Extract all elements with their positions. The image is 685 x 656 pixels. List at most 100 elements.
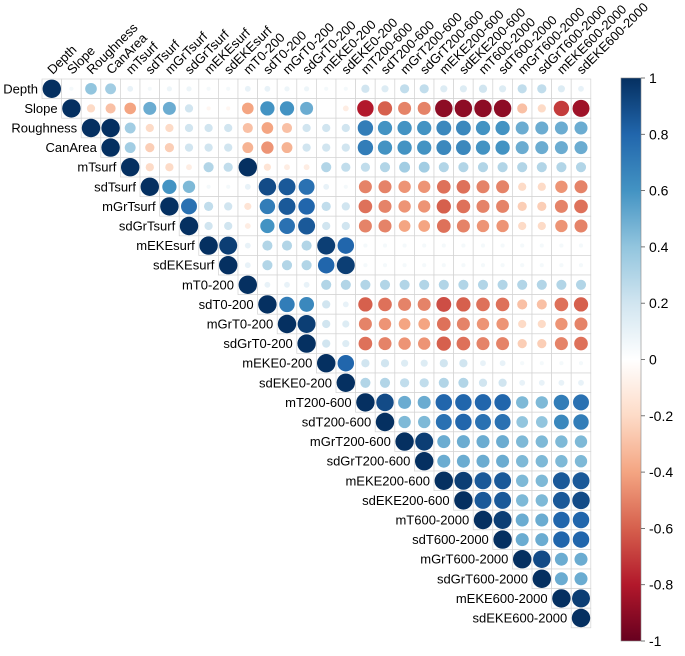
corr-circle-Depth-sdEKE0-200 — [343, 86, 348, 91]
corr-circle-Depth-sdEKE200-600 — [459, 85, 467, 93]
corr-circle-mT0-200-sdT600-2000 — [497, 279, 508, 290]
corr-circle-mGrTsurf-mGrTsurf — [160, 197, 179, 216]
corr-circle-mT0-200-mEKE600-2000 — [556, 279, 567, 290]
corr-circle-Depth-mGrT600-2000 — [517, 84, 527, 94]
corr-circle-sdTsurf-sdT0-200 — [258, 178, 277, 196]
corr-circle-mTsurf-sdGrT600-2000 — [536, 162, 547, 173]
corr-circle-Roughness-sdTsurf — [145, 123, 154, 133]
row-label-mGrTsurf: mGrTsurf — [102, 199, 156, 214]
corr-circle-sdEKEsurf-mEKE200-600 — [441, 263, 446, 268]
row-label-sdT200-600: sdT200-600 — [302, 415, 371, 430]
row-label-mTsurf: mTsurf — [77, 160, 116, 175]
corr-circle-sdTsurf-sdT200-600 — [378, 180, 392, 194]
row-label-sdTsurf: sdTsurf — [94, 179, 136, 194]
corr-circle-mTsurf-mT600-2000 — [477, 162, 489, 173]
corr-circle-mGrT200-600-sdGrT200-600 — [415, 432, 434, 451]
corr-circle-mEKEsurf-mT200-600 — [363, 243, 368, 248]
corr-circle-sdGrTsurf-mGrT200-600 — [398, 220, 411, 232]
corr-circle-sdTsurf-mGrT600-2000 — [518, 182, 527, 191]
corr-circle-sdEKE200-600-sdEKE200-600 — [454, 491, 473, 510]
corr-circle-Roughness-sdT0-200 — [261, 122, 274, 134]
corr-circle-sdT0-200-mGrT200-600 — [398, 297, 412, 311]
corr-circle-Roughness-mEKEsurf — [204, 123, 213, 133]
corr-circle-Roughness-sdEKE0-200 — [341, 123, 350, 133]
corr-circle-sdGrTsurf-mT0-200 — [244, 223, 251, 229]
corr-circle-mGrTsurf-mEKE0-200 — [321, 201, 331, 212]
corr-circle-sdGrT200-600-sdEKE200-600 — [456, 454, 470, 468]
corr-circle-sdT200-600-sdGrT200-600 — [418, 415, 431, 429]
corr-circle-Slope-sdT600-2000 — [493, 99, 512, 118]
corr-circle-sdEKEsurf-sdEKE0-200 — [336, 256, 355, 275]
corr-circle-Slope-sdTsurf — [143, 101, 157, 115]
corr-circle-Depth-sdT200-600 — [381, 85, 389, 93]
corr-circle-mT200-600-mEKE600-2000 — [553, 394, 570, 411]
corr-circle-mT0-200-sdT0-200 — [264, 281, 271, 288]
corr-circle-sdTsurf-mGrT200-600 — [398, 180, 411, 193]
corr-circle-mT0-200-sdT200-600 — [379, 279, 391, 290]
corr-circle-mGrT200-600-mT600-2000 — [476, 435, 490, 449]
corr-circle-Roughness-mGrTsurf — [165, 123, 174, 133]
corr-circle-sdEKE0-200-mEKE600-2000 — [558, 379, 565, 386]
corr-circle-sdEKEsurf-sdEKEsurf — [218, 255, 238, 275]
corr-circle-mT200-600-sdGrT200-600 — [417, 395, 431, 409]
corr-circle-mT200-600-sdT200-600 — [376, 393, 394, 412]
corr-circle-Roughness-sdGrTsurf — [184, 123, 194, 133]
corr-circle-Depth-sdGrT600-2000 — [537, 84, 547, 94]
corr-circle-sdGrTsurf-sdT600-2000 — [496, 219, 509, 233]
corr-circle-Slope-mGrT0-200 — [279, 101, 295, 116]
corr-circle-mEKE200-600-mT600-2000 — [474, 472, 492, 490]
corr-circle-sdT0-200-sdEKE600-2000 — [573, 297, 589, 312]
corr-circle-mEKE0-200-mT200-600 — [361, 359, 370, 368]
corr-circle-sdGrT200-600-mEKE600-2000 — [555, 455, 568, 468]
corr-circle-mTsurf-mEKE200-600 — [438, 162, 449, 173]
corr-circle-CanArea-CanArea — [101, 138, 120, 157]
corr-circle-sdT0-200-mGrT600-2000 — [517, 299, 528, 310]
corr-circle-mGrT0-200-mEKE200-600 — [436, 317, 451, 331]
corr-circle-mEKE200-600-mGrT600-2000 — [516, 474, 529, 487]
corr-circle-mGrTsurf-mT0-200 — [244, 202, 252, 210]
corr-circle-CanArea-sdTsurf — [145, 142, 155, 153]
corr-circle-mGrT0-200-mT600-2000 — [476, 317, 490, 331]
corr-circle-Slope-sdEKEsurf — [226, 106, 231, 111]
row-label-mGrT0-200: mGrT0-200 — [207, 317, 273, 332]
corr-circle-mT200-600-sdEKE600-2000 — [573, 394, 589, 411]
colorbar-gradient — [620, 77, 642, 642]
corr-circle-sdT0-200-sdEKE0-200 — [342, 301, 349, 308]
corr-circle-sdT0-200-mEKE200-600 — [436, 296, 452, 312]
row-label-Roughness: Roughness — [11, 121, 77, 136]
corr-circle-sdGrT0-200-mGrT600-2000 — [517, 338, 527, 349]
corr-circle-CanArea-sdEKE600-2000 — [574, 141, 588, 155]
corr-circle-sdEKEsurf-sdT600-2000 — [500, 263, 505, 268]
corr-circle-mTsurf-sdTsurf — [145, 163, 154, 172]
corr-circle-sdTsurf-sdEKE0-200 — [343, 184, 348, 189]
corr-circle-sdEKEsurf-mGrT0-200 — [281, 260, 293, 271]
corr-circle-mGrT0-200-sdEKE0-200 — [342, 320, 350, 328]
corr-circle-mT0-200-sdGrT200-600 — [419, 279, 430, 290]
corr-circle-mT200-600-mT600-2000 — [474, 394, 492, 411]
corr-circle-sdGrTsurf-sdEKE0-200 — [341, 221, 350, 231]
corr-circle-mT0-200-mGrT600-2000 — [517, 279, 528, 290]
corr-circle-sdEKE0-200-mT600-2000 — [478, 378, 488, 387]
corr-circle-mEKEsurf-sdEKE600-2000 — [578, 243, 584, 248]
corr-circle-mTsurf-mGrT600-2000 — [517, 162, 528, 173]
corr-circle-sdGrT200-600-mEKE200-600 — [437, 454, 451, 468]
corr-circle-mEKEsurf-mEKE0-200 — [317, 236, 336, 255]
corr-circle-mGrT0-200-sdEKE600-2000 — [574, 317, 588, 331]
corr-circle-Roughness-sdT600-2000 — [495, 120, 510, 136]
corr-circle-CanArea-mGrT600-2000 — [515, 141, 529, 155]
corr-circle-sdT600-2000-mEKE600-2000 — [553, 531, 570, 548]
corr-circle-mGrT600-2000-sdGrT600-2000 — [533, 550, 551, 568]
corr-circle-sdGrT0-200-mEKE600-2000 — [554, 337, 568, 351]
corr-circle-mT200-600-mT200-600 — [356, 393, 375, 412]
corr-circle-mT0-200-sdGrT600-2000 — [536, 279, 547, 290]
corr-circle-sdGrTsurf-sdGrT600-2000 — [537, 221, 546, 231]
corr-circle-mGrTsurf-sdGrT200-600 — [418, 200, 431, 213]
row-label-mT600-2000: mT600-2000 — [395, 513, 469, 528]
corr-circle-sdGrTsurf-mEKE0-200 — [322, 221, 331, 231]
corr-circle-sdGrT600-2000-mEKE600-2000 — [554, 572, 568, 586]
corr-circle-sdGrTsurf-mEKE600-2000 — [555, 219, 568, 233]
corr-circle-sdEKE0-200-sdEKE200-600 — [458, 377, 469, 388]
corr-circle-sdEKE0-200-mT200-600 — [360, 377, 371, 388]
corr-circle-CanArea-mTsurf — [124, 142, 136, 154]
